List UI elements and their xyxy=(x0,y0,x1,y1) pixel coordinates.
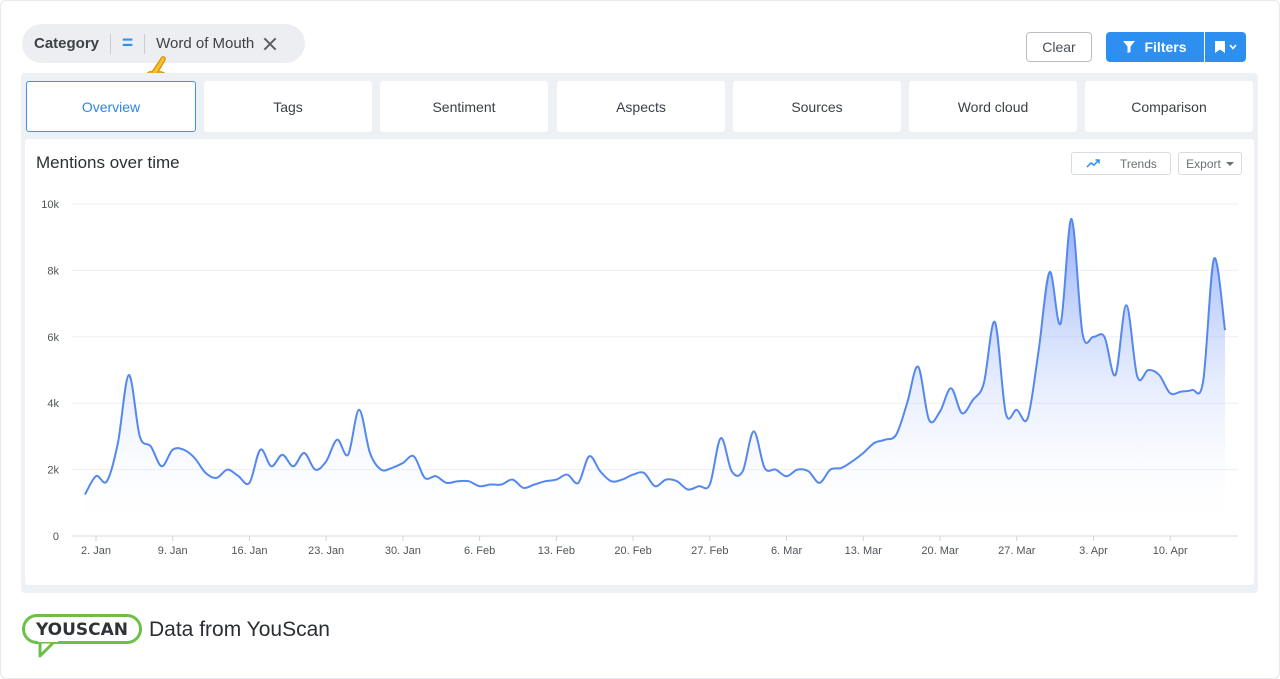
tab-sources[interactable]: Sources xyxy=(733,81,901,132)
mentions-line[interactable] xyxy=(84,217,1226,496)
tab-aspects[interactable]: Aspects xyxy=(557,81,725,132)
x-tick-label: 6. Feb xyxy=(464,545,495,557)
tab-sentiment[interactable]: Sentiment xyxy=(380,81,548,132)
x-tick-label: 13. Feb xyxy=(538,545,575,557)
filters-button[interactable]: Filters xyxy=(1106,32,1204,62)
filters-label: Filters xyxy=(1144,39,1187,55)
x-tick-label: 20. Mar xyxy=(921,545,959,557)
y-tick-label: 0 xyxy=(53,531,59,543)
trends-button[interactable]: Trends xyxy=(1071,152,1171,175)
trend-line-icon xyxy=(1086,158,1100,168)
x-tick-label: 3. Apr xyxy=(1079,545,1108,557)
x-tick-label: 6. Mar xyxy=(771,545,803,557)
x-tick-label: 20. Feb xyxy=(614,545,651,557)
filter-icon xyxy=(1123,41,1136,53)
export-label: Export xyxy=(1186,156,1221,171)
saved-filters-button[interactable] xyxy=(1205,32,1246,62)
x-tick-label: 16. Jan xyxy=(231,545,267,557)
mentions-chart: 0 2k 4k 6k 8k 10k 2. Jan 9. Jan 16. Jan 23. Jan 3… xyxy=(41,199,1238,557)
filter-value[interactable]: Word of Mouth xyxy=(156,35,255,52)
x-tick-label: 13. Mar xyxy=(845,545,883,557)
x-tick-label: 27. Feb xyxy=(691,545,728,557)
bookmark-icon xyxy=(1214,41,1225,53)
tab-word-cloud[interactable]: Word cloud xyxy=(909,81,1077,132)
filter-label: Category xyxy=(34,35,100,52)
divider xyxy=(110,33,112,54)
x-tick-label: 10. Apr xyxy=(1153,545,1188,557)
y-tick-label: 8k xyxy=(47,265,59,277)
x-tick-label: 9. Jan xyxy=(158,545,188,557)
x-tick-label: 23. Jan xyxy=(308,545,344,557)
y-tick-label: 2k xyxy=(47,465,59,477)
mentions-area xyxy=(85,218,1225,537)
clear-button[interactable]: Clear xyxy=(1026,32,1092,62)
youscan-logo: YOUSCAN xyxy=(22,614,142,658)
tab-comparison[interactable]: Comparison xyxy=(1085,81,1253,132)
trends-label: Trends xyxy=(1120,156,1157,171)
filter-operator[interactable]: = xyxy=(122,33,134,54)
chart-title: Mentions over time xyxy=(36,153,180,172)
tab-overview[interactable]: Overview xyxy=(26,81,196,132)
x-tick-label: 2. Jan xyxy=(81,545,111,557)
chevron-down-icon xyxy=(1228,44,1237,50)
logo-text: YOUSCAN xyxy=(35,620,128,640)
divider xyxy=(144,33,146,54)
export-button[interactable]: Export xyxy=(1178,152,1242,175)
tab-tags[interactable]: Tags xyxy=(204,81,372,132)
y-tick-label: 10k xyxy=(41,199,59,211)
y-tick-label: 6k xyxy=(47,332,59,344)
y-tick-label: 4k xyxy=(47,398,59,410)
caret-down-icon xyxy=(1225,161,1234,166)
x-tick-label: 30. Jan xyxy=(385,545,421,557)
x-tick-label: 27. Mar xyxy=(998,545,1036,557)
footer-text: Data from YouScan xyxy=(149,618,330,641)
